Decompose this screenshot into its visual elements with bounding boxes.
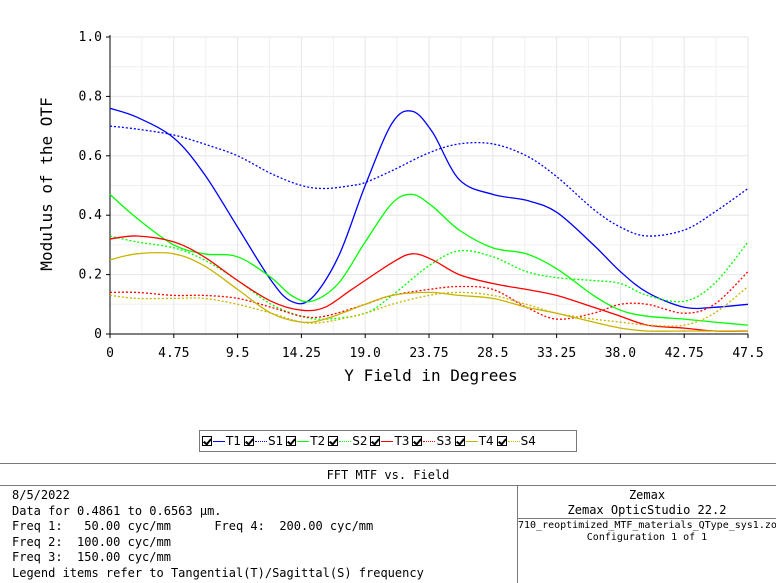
legend-item-S1[interactable]: S1 — [243, 434, 284, 448]
info-panel: FFT MTF vs. Field 8/5/2022 Data for 0.48… — [0, 463, 776, 583]
info-details: 8/5/2022 Data for 0.4861 to 0.6563 µm. F… — [12, 488, 424, 581]
legend-item-S3[interactable]: S3 — [412, 434, 452, 448]
y-axis-label: Modulus of the OTF — [37, 97, 56, 270]
info-title: FFT MTF vs. Field — [0, 464, 776, 486]
y-tick-labels: 0 0.2 0.4 0.6 0.8 1.0 — [79, 30, 110, 342]
x-tick-label-9: 42.75 — [665, 346, 704, 361]
series-S1 — [109, 125, 749, 237]
legend-label: S3 — [436, 434, 452, 448]
info-branding: Zemax Zemax OpticStudio 22.2 710_reoptim… — [517, 486, 776, 583]
x-tick-label-4: 19.0 — [350, 346, 381, 361]
legend-label: S4 — [520, 434, 536, 448]
legend-item-S4[interactable]: S4 — [496, 434, 536, 448]
checkbox-icon[interactable] — [412, 436, 423, 446]
legend-label: T2 — [310, 434, 326, 448]
legend-line-swatch — [381, 440, 394, 442]
x-tick-label-5: 23.75 — [409, 346, 448, 361]
file-name: 710_reoptimized_MTF_materials_QType_sys1… — [518, 520, 776, 531]
company-name: Zemax — [628, 488, 666, 502]
info-freq1: Freq 1: 50.00 cyc/mm — [12, 519, 171, 533]
legend-item-S2[interactable]: S2 — [328, 434, 367, 448]
info-freq3: Freq 3: 150.00 cyc/mm — [12, 550, 171, 564]
x-tick-label-8: 38.0 — [605, 346, 636, 361]
checkbox-icon[interactable] — [328, 436, 339, 446]
y-tick-label-0: 0 — [94, 327, 102, 342]
series-T4 — [109, 252, 748, 332]
series-S2 — [109, 235, 749, 320]
legend-label: T1 — [226, 434, 241, 448]
legend-label: T3 — [394, 434, 410, 448]
axes — [106, 35, 748, 338]
y-tick-label-3: 0.6 — [79, 149, 102, 164]
series-lines — [109, 107, 749, 332]
series-T2 — [109, 193, 749, 326]
y-tick-label-5: 1.0 — [79, 30, 102, 45]
x-tick-label-7: 33.25 — [537, 346, 576, 361]
x-tick-label-0: 0 — [106, 346, 114, 361]
y-tick-label-2: 0.4 — [79, 208, 103, 223]
legend-line-swatch — [213, 440, 225, 442]
info-freq4: Freq 4: 200.00 cyc/mm — [214, 519, 374, 533]
x-tick-label-3: 14.25 — [282, 346, 321, 361]
info-freq2: Freq 2: 100.00 cyc/mm — [12, 534, 171, 549]
checkbox-icon[interactable] — [370, 436, 381, 446]
checkbox-icon[interactable] — [286, 436, 297, 446]
legend-line-swatch — [507, 440, 520, 442]
legend-label: S1 — [267, 434, 284, 448]
x-axis-label: Y Field in Degrees — [344, 366, 517, 385]
series-T3 — [109, 235, 749, 332]
info-date: 8/5/2022 — [12, 488, 70, 502]
legend-item-T2[interactable]: T2 — [286, 434, 325, 448]
series-T1 — [109, 107, 749, 310]
legend-label: T4 — [478, 434, 494, 448]
x-tick-label-2: 9.5 — [226, 346, 249, 361]
x-tick-labels: 0 4.75 9.5 14.25 19.0 23.75 28.5 33.25 38.0 42.75… — [106, 334, 764, 361]
legend-line-swatch — [423, 440, 436, 442]
product-name: Zemax OpticStudio 22.2 — [567, 503, 727, 517]
checkbox-icon[interactable] — [454, 436, 465, 446]
legend: T1 S1 T2 S2 T3 S3 T4 S4 — [199, 430, 577, 452]
legend-item-T3[interactable]: T3 — [370, 434, 409, 448]
x-tick-label-10: 47.5 — [732, 346, 763, 361]
configuration: Configuration 1 of 1 — [586, 532, 708, 543]
branding-box: Zemax Zemax OpticStudio 22.2 — [518, 486, 776, 519]
y-tick-label-1: 0.2 — [79, 268, 102, 283]
legend-line-swatch — [297, 440, 310, 442]
legend-item-T1[interactable]: T1 — [202, 434, 241, 448]
info-legend-note: Legend items refer to Tangential(T)/Sagi… — [12, 565, 424, 580]
legend-label: S2 — [352, 434, 368, 448]
legend-line-swatch — [254, 440, 267, 442]
x-tick-label-1: 4.75 — [158, 346, 189, 361]
series-S3 — [109, 271, 749, 320]
legend-line-swatch — [339, 440, 352, 442]
series-S4 — [109, 285, 749, 327]
checkbox-icon[interactable] — [496, 436, 507, 446]
legend-line-swatch — [465, 440, 478, 442]
file-info: 710_reoptimized_MTF_materials_QType_sys1… — [518, 518, 776, 544]
info-data-range: Data for 0.4861 to 0.6563 µm. — [12, 503, 222, 518]
checkbox-icon[interactable] — [243, 436, 254, 446]
checkbox-icon[interactable] — [202, 436, 212, 446]
mtf-chart: 0 4.75 9.5 14.25 19.0 23.75 28.5 33.25 38.0 42.75… — [37, 30, 764, 385]
x-tick-label-6: 28.5 — [477, 346, 508, 361]
y-tick-label-4: 0.8 — [79, 89, 102, 104]
legend-item-T4[interactable]: T4 — [454, 434, 494, 448]
